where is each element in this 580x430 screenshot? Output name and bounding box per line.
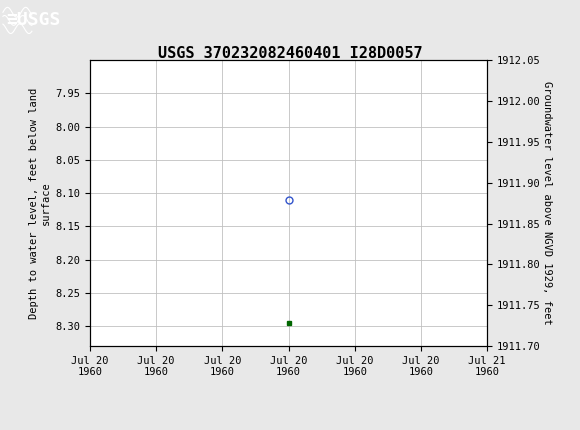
Text: ≡USGS: ≡USGS [6, 12, 60, 29]
Y-axis label: Depth to water level, feet below land
surface: Depth to water level, feet below land su… [30, 88, 51, 319]
Y-axis label: Groundwater level above NGVD 1929, feet: Groundwater level above NGVD 1929, feet [542, 81, 552, 325]
Text: USGS 370232082460401 I28D0057: USGS 370232082460401 I28D0057 [158, 46, 422, 61]
